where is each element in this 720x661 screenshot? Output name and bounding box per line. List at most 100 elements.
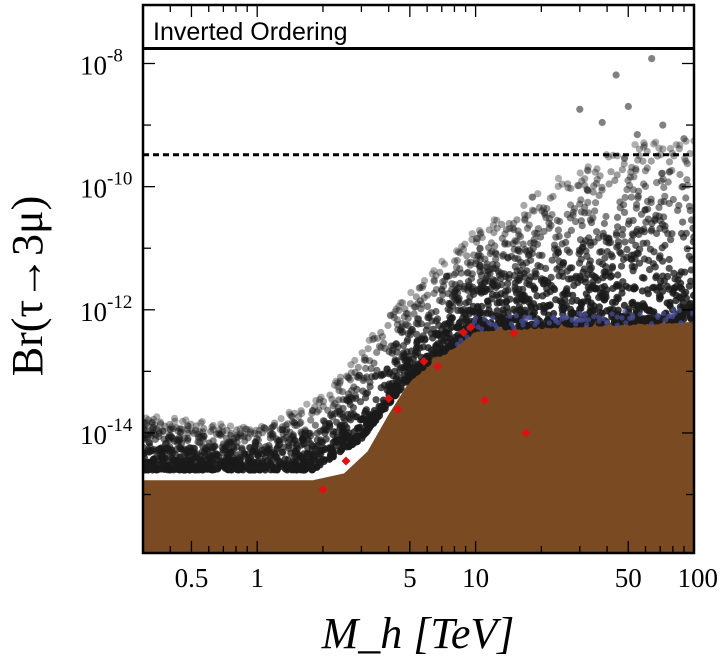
scan-point <box>456 265 464 273</box>
scan-point <box>315 399 323 407</box>
scan-point <box>401 305 409 313</box>
scan-point <box>487 239 496 247</box>
scan-point <box>284 420 292 428</box>
scan-point <box>682 194 690 202</box>
scan-point <box>369 420 377 428</box>
scan-point <box>469 308 477 316</box>
scan-point <box>381 344 389 353</box>
scan-point <box>534 225 543 233</box>
scan-point <box>165 433 173 441</box>
scan-point <box>520 322 526 328</box>
scan-point <box>620 301 629 309</box>
scan-point <box>200 424 208 433</box>
scan-point <box>389 310 397 319</box>
scan-point <box>378 333 387 341</box>
scan-point <box>547 273 555 281</box>
scan-point <box>657 177 665 185</box>
scan-point <box>493 307 501 315</box>
scan-point <box>443 273 451 281</box>
scan-point <box>620 155 629 163</box>
scan-point <box>274 437 282 445</box>
scan-point <box>143 425 149 433</box>
scan-point <box>411 361 419 369</box>
scan-point <box>516 274 524 282</box>
scan-point <box>504 253 512 261</box>
scan-point <box>643 286 652 294</box>
scan-point <box>268 423 276 431</box>
scan-point <box>670 269 678 277</box>
scan-point <box>550 315 556 321</box>
scan-point <box>607 168 615 176</box>
scan-point <box>343 372 351 380</box>
scan-point <box>598 248 606 256</box>
scan-point <box>486 320 492 326</box>
scan-point <box>260 424 269 432</box>
scan-point <box>636 245 644 253</box>
scan-point <box>522 247 531 255</box>
scan-point <box>182 416 190 424</box>
scan-point <box>143 414 150 422</box>
scan-point <box>451 281 459 289</box>
scan-point <box>236 430 244 438</box>
scan-point <box>558 180 566 188</box>
scan-point <box>584 163 592 171</box>
scan-point <box>650 140 658 148</box>
scan-point <box>514 227 522 235</box>
scan-point <box>278 448 286 457</box>
scan-point <box>643 239 651 247</box>
scan-point <box>503 303 511 311</box>
scan-point <box>507 313 513 319</box>
scan-point <box>416 283 424 291</box>
scan-point <box>581 316 588 323</box>
scan-point <box>474 234 482 242</box>
scan-point <box>525 281 534 289</box>
scan-point <box>641 167 650 175</box>
scan-point <box>581 181 589 189</box>
scan-point <box>479 326 485 332</box>
scan-point <box>509 219 518 227</box>
scan-point <box>410 310 418 318</box>
scan-point <box>283 425 291 434</box>
scan-point <box>300 450 308 458</box>
scan-point <box>402 378 410 386</box>
scan-point <box>512 289 521 297</box>
scan-point <box>687 216 694 224</box>
scan-point <box>195 428 204 436</box>
scan-point <box>297 407 305 415</box>
scan-point <box>249 459 257 467</box>
scan-point <box>166 420 174 429</box>
scan-point <box>326 391 334 399</box>
scan-point <box>145 439 153 447</box>
scan-point <box>344 390 353 398</box>
scan-point <box>204 459 212 467</box>
scan-point <box>363 389 372 397</box>
scan-point <box>384 321 392 330</box>
scan-point <box>583 252 591 260</box>
scan-point <box>285 408 293 416</box>
scan-point <box>632 165 640 173</box>
scan-point <box>287 412 295 420</box>
scan-point <box>281 460 289 468</box>
y-tick-labels: 10-8 10-10 10-12 10-14 <box>80 45 133 449</box>
scan-point <box>570 281 578 290</box>
scan-point <box>251 429 259 437</box>
scan-point <box>614 223 622 231</box>
scan-point <box>521 216 529 224</box>
scan-point <box>653 179 661 187</box>
scan-point <box>255 426 263 434</box>
x-axis-title: M_h [TeV] <box>321 609 515 658</box>
scan-point <box>430 267 438 275</box>
scan-point <box>541 210 549 218</box>
scan-point <box>567 184 575 193</box>
scan-point <box>585 317 592 323</box>
scan-point <box>626 181 634 190</box>
scan-point <box>558 299 566 307</box>
scan-point <box>241 437 249 445</box>
scan-point <box>404 363 412 371</box>
scan-point <box>307 464 315 472</box>
scan-point <box>655 144 663 152</box>
scan-point <box>271 419 279 427</box>
scan-point <box>319 426 327 434</box>
scan-point <box>171 457 179 465</box>
scan-point <box>286 410 294 419</box>
